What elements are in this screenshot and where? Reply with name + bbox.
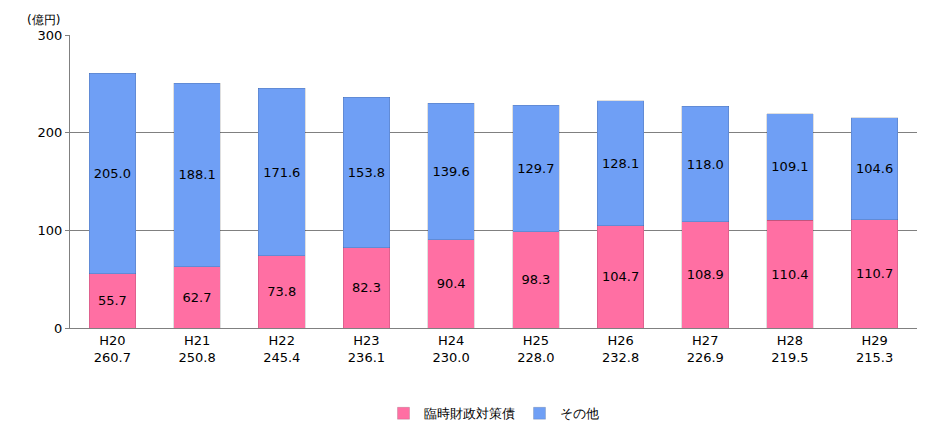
- svg-text:139.6: 139.6: [433, 164, 470, 179]
- svg-text:100: 100: [38, 223, 63, 238]
- svg-text:98.3: 98.3: [521, 272, 550, 287]
- svg-text:300: 300: [38, 28, 63, 43]
- svg-text:H25228.0: H25228.0: [517, 333, 554, 365]
- svg-text:108.9: 108.9: [687, 267, 724, 282]
- svg-text:82.3: 82.3: [352, 280, 381, 295]
- svg-text:110.4: 110.4: [771, 267, 808, 282]
- svg-text:200: 200: [38, 125, 63, 140]
- svg-text:55.7: 55.7: [98, 293, 127, 308]
- svg-text:0: 0: [54, 321, 62, 336]
- svg-text:205.0: 205.0: [94, 166, 131, 181]
- svg-text:128.1: 128.1: [602, 156, 639, 171]
- svg-text:H24230.0: H24230.0: [433, 333, 470, 365]
- svg-text:H20260.7: H20260.7: [94, 333, 131, 365]
- svg-text:118.0: 118.0: [687, 157, 724, 172]
- svg-text:H28219.5: H28219.5: [771, 333, 808, 365]
- svg-text:H22245.4: H22245.4: [263, 333, 300, 365]
- svg-text:62.7: 62.7: [183, 290, 212, 305]
- svg-text:(億円): (億円): [27, 13, 60, 27]
- svg-text:H21250.8: H21250.8: [178, 333, 215, 365]
- svg-text:188.1: 188.1: [178, 167, 215, 182]
- svg-text:H29215.3: H29215.3: [856, 333, 893, 365]
- svg-text:104.6: 104.6: [856, 161, 893, 176]
- svg-text:109.1: 109.1: [771, 159, 808, 174]
- svg-text:104.7: 104.7: [602, 269, 639, 284]
- svg-text:臨時財政対策債: 臨時財政対策債: [424, 406, 515, 421]
- svg-text:H27226.9: H27226.9: [687, 333, 724, 365]
- svg-text:73.8: 73.8: [267, 284, 296, 299]
- svg-text:H23236.1: H23236.1: [348, 333, 385, 365]
- svg-text:171.6: 171.6: [263, 165, 300, 180]
- svg-text:129.7: 129.7: [517, 161, 554, 176]
- svg-text:110.7: 110.7: [856, 266, 893, 281]
- svg-text:その他: その他: [560, 406, 599, 421]
- svg-text:153.8: 153.8: [348, 165, 385, 180]
- svg-text:90.4: 90.4: [437, 276, 466, 291]
- svg-text:H26232.8: H26232.8: [602, 333, 639, 365]
